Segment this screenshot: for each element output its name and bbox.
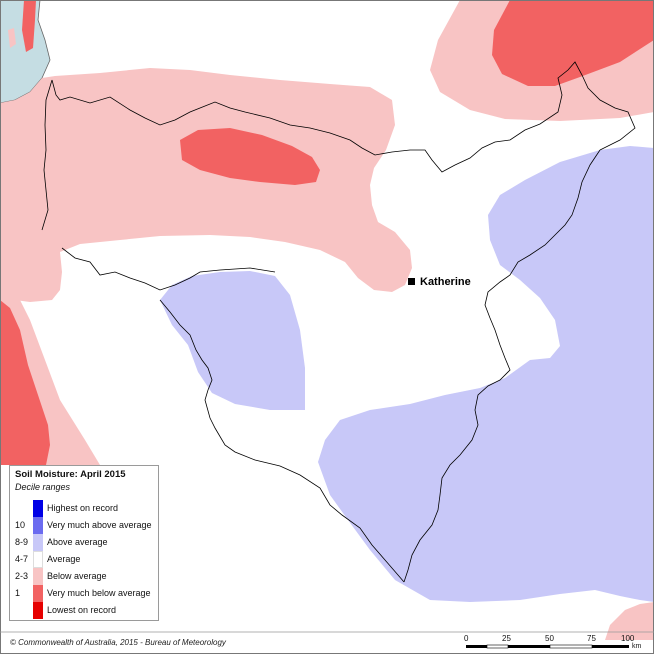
legend-swatch [33,534,43,551]
legend-swatch [33,602,43,619]
catchment-boundary-east [403,149,601,583]
legend-item-very-much-below: 1 Very much below average [10,585,158,602]
legend-label: Average [47,554,81,564]
legend-swatch [33,551,43,568]
legend-code: 1 [15,588,21,598]
legend-swatch [33,568,43,585]
scale-bar-segment-2 [486,644,509,649]
very-much-below-average-region-north-east [492,0,654,86]
legend-code: 8-9 [15,537,29,547]
legend-label: Highest on record [47,503,119,513]
legend-item-very-much-above: 10 Very much above average [10,517,158,534]
legend: Soil Moisture: April 2015 Decile ranges … [9,465,159,621]
island-small [8,28,16,48]
katherine-label: Katherine [420,276,471,288]
legend-label: Above average [47,537,108,547]
legend-label: Below average [47,571,107,581]
legend-code: 4-7 [15,554,29,564]
scale-bar-segment-4 [549,644,593,649]
island-north [22,0,36,52]
scale-tick-label: 25 [502,634,511,643]
very-much-below-average-region-west [0,300,50,465]
above-average-region-east [318,146,654,602]
scale-unit: km [632,643,642,650]
scale-tick-label: 100 [621,634,635,643]
below-average-region-south-east [605,602,654,640]
legend-item-above: 8-9 Above average [10,534,158,551]
legend-swatch [33,585,43,602]
scale-bar-segment-3 [508,645,550,648]
catchment-boundary-south-west [159,299,405,583]
legend-label: Very much above average [47,520,152,530]
legend-swatch [33,500,43,517]
catchment-boundary-west-coast [41,79,53,231]
legend-label: Very much below average [47,588,151,598]
legend-subtitle: Decile ranges [15,482,71,492]
legend-item-highest: Highest on record [10,500,158,517]
katherine-marker [408,278,415,285]
legend-title: Soil Moisture: April 2015 [15,469,126,480]
legend-label: Lowest on record [47,605,117,615]
copyright-credit: © Commonwealth of Australia, 2015 - Bure… [10,638,226,647]
legend-item-below: 2-3 Below average [10,568,158,585]
coastline [0,0,51,104]
scale-bar-segment-5 [592,645,629,648]
above-average-region-central-west [160,271,305,410]
scale-bar-segment-1 [466,645,487,648]
catchment-boundary-mid [61,247,276,291]
scale-tick-label: 0 [464,634,469,643]
scale-bar [466,644,629,649]
very-much-below-average-region-central-north [180,128,320,185]
sea-area [0,0,50,103]
legend-code: 2-3 [15,571,29,581]
legend-code: 10 [15,520,26,530]
catchment-boundary-north [51,61,636,173]
scale-tick-label: 75 [587,634,596,643]
scale-tick-label: 50 [545,634,554,643]
legend-item-lowest: Lowest on record [10,602,158,619]
legend-item-average: 4-7 Average [10,551,158,568]
below-average-region-north-west [0,68,412,302]
legend-swatch [33,517,43,534]
